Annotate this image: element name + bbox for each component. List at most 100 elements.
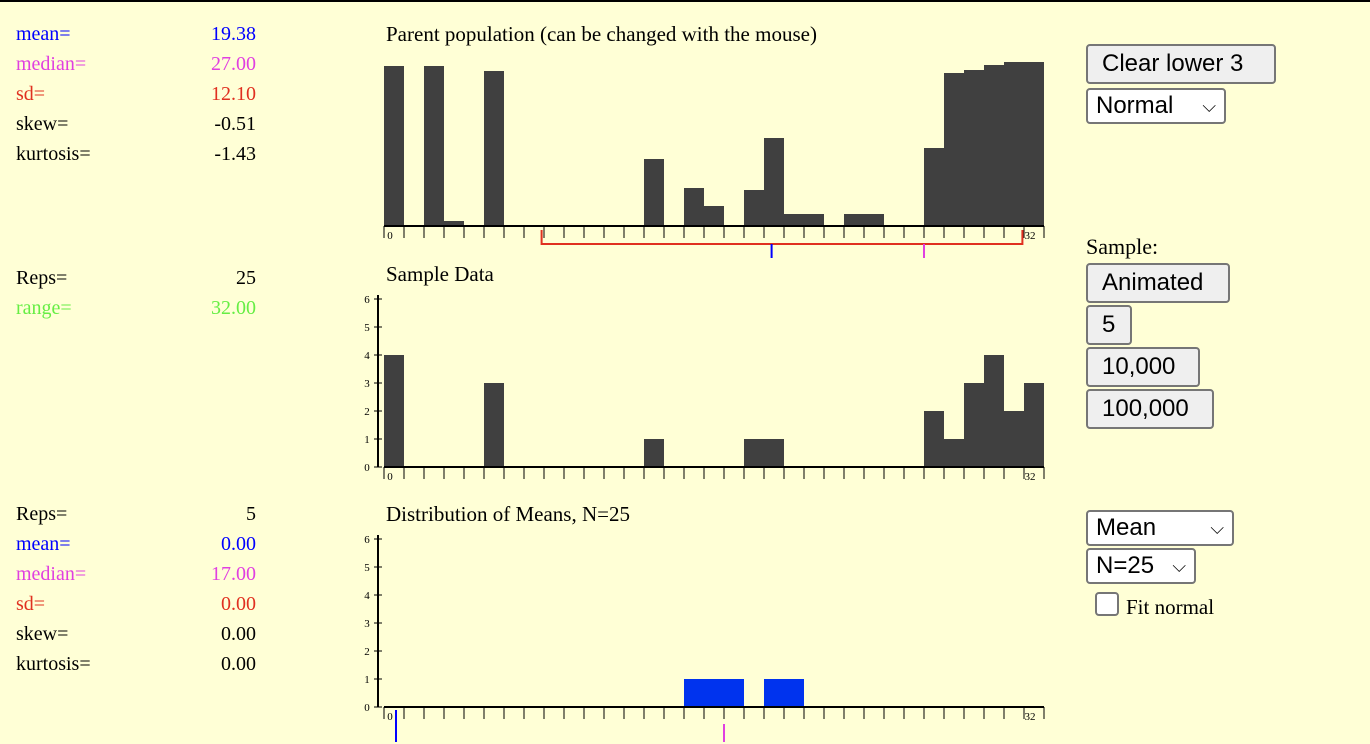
parent-sd-value: 12.10 [211, 83, 256, 105]
sample-x-tick-label: 0 [387, 471, 393, 483]
means-reps-value: 5 [246, 503, 256, 525]
sample-bar [484, 383, 504, 467]
parent-mean-value: 19.38 [211, 23, 256, 45]
means-median-label: median= [16, 563, 87, 585]
sample-y-tick-label: 5 [364, 322, 370, 334]
sample-reps-label: Reps= [16, 267, 68, 289]
sample-range-label: range= [16, 297, 72, 319]
parent-bar [424, 66, 444, 226]
chevron-down-icon: ⌵ [1172, 556, 1186, 576]
sample-bar [644, 439, 664, 467]
parent-bar [644, 159, 664, 226]
sample-bar [1004, 411, 1024, 467]
distribution-select[interactable]: Normal ⌵ [1086, 88, 1226, 124]
n-select[interactable]: N=25 ⌵ [1086, 548, 1196, 584]
sample-x-tick-label: 32 [1025, 471, 1036, 483]
parent-bar [984, 65, 1004, 226]
sample-y-tick-label: 2 [364, 406, 370, 418]
parent-bar [1004, 62, 1024, 226]
parent-skew-label: skew= [16, 113, 69, 135]
sample-panel-title: Sample Data [386, 262, 494, 286]
means-x-tick-label: 32 [1025, 711, 1036, 723]
parent-x-tick-label: 32 [1025, 230, 1036, 242]
sample-y-tick-label: 3 [364, 378, 370, 390]
sample-bar [964, 383, 984, 467]
sample-y-tick-label: 1 [364, 434, 370, 446]
means-kurtosis-label: kurtosis= [16, 653, 91, 675]
statistic-select[interactable]: Mean ⌵ [1086, 510, 1234, 546]
means-skew-label: skew= [16, 623, 69, 645]
means-skew-value: 0.00 [221, 623, 256, 645]
parent-sd-label: sd= [16, 83, 46, 105]
chevron-down-icon: ⌵ [1202, 96, 1216, 116]
sample-bar [944, 439, 964, 467]
clear-lower-3-button[interactable]: Clear lower 3 [1086, 44, 1276, 84]
fit-normal-label: Fit normal [1126, 595, 1215, 619]
means-kurtosis-value: 0.00 [221, 653, 256, 675]
sample-bar [1024, 383, 1044, 467]
parent-bar [744, 190, 764, 226]
parent-bar [764, 138, 784, 226]
sample-bar [764, 439, 784, 467]
parent-bar [864, 214, 884, 226]
parent-bar [964, 70, 984, 226]
parent-bar [804, 214, 824, 226]
parent-sd-range-bracket [540, 230, 1024, 245]
parent-median-value: 27.00 [211, 53, 256, 75]
parent-bar [844, 214, 864, 226]
means-y-tick-label: 5 [364, 562, 370, 574]
parent-x-tick-label: 0 [387, 230, 393, 242]
means-y-tick-label: 4 [364, 590, 370, 602]
means-bar [684, 679, 704, 707]
sample-reps-value: 25 [236, 267, 256, 289]
parent-kurtosis-value: -1.43 [214, 143, 256, 165]
means-y-tick-label: 6 [364, 534, 370, 546]
parent-kurtosis-label: kurtosis= [16, 143, 91, 165]
means-sd-value: 0.00 [221, 593, 256, 615]
sample-y-tick-label: 4 [364, 350, 370, 362]
parent-bar [784, 214, 804, 226]
sample-bar [924, 411, 944, 467]
sample-10000-button[interactable]: 10,000 [1086, 347, 1200, 387]
n-select-value: N=25 [1096, 552, 1155, 579]
means-x-tick-label: 0 [387, 711, 393, 723]
sample-y-tick-label: 6 [364, 294, 370, 306]
means-y-tick-label: 0 [364, 702, 370, 714]
means-mean-label: mean= [16, 533, 71, 555]
parent-mean-label: mean= [16, 23, 71, 45]
animated-button[interactable]: Animated [1086, 263, 1230, 303]
distribution-select-value: Normal [1096, 92, 1174, 119]
sample-bar [744, 439, 764, 467]
statistic-select-value: Mean [1096, 514, 1157, 541]
parent-bar [1024, 62, 1044, 226]
means-sd-label: sd= [16, 593, 46, 615]
means-mean-value: 0.00 [221, 533, 256, 555]
parent-bar [944, 73, 964, 226]
means-bar [724, 679, 744, 707]
means-bar [784, 679, 804, 707]
parent-bar [444, 221, 464, 226]
parent-bar [484, 71, 504, 226]
means-y-tick-label: 2 [364, 646, 370, 658]
means-bar [704, 679, 724, 707]
means-y-tick-label: 3 [364, 618, 370, 630]
sample-range-value: 32.00 [211, 297, 256, 319]
parent-panel-title: Parent population (can be changed with t… [386, 22, 817, 46]
parent-bar [924, 148, 944, 226]
fit-normal-checkbox[interactable] [1095, 592, 1119, 616]
means-bar [764, 679, 784, 707]
sample-5-button[interactable]: 5 [1086, 305, 1132, 345]
sample-100000-button[interactable]: 100,000 [1086, 389, 1214, 429]
sample-label: Sample: [1086, 234, 1159, 259]
chevron-down-icon: ⌵ [1210, 518, 1224, 538]
means-median-value: 17.00 [211, 563, 256, 585]
sample-bar [384, 355, 404, 467]
means-reps-label: Reps= [16, 503, 68, 525]
parent-bar [684, 188, 704, 226]
sample-bar [984, 355, 1004, 467]
means-panel-title: Distribution of Means, N=25 [386, 502, 630, 526]
parent-skew-value: -0.51 [214, 113, 256, 135]
